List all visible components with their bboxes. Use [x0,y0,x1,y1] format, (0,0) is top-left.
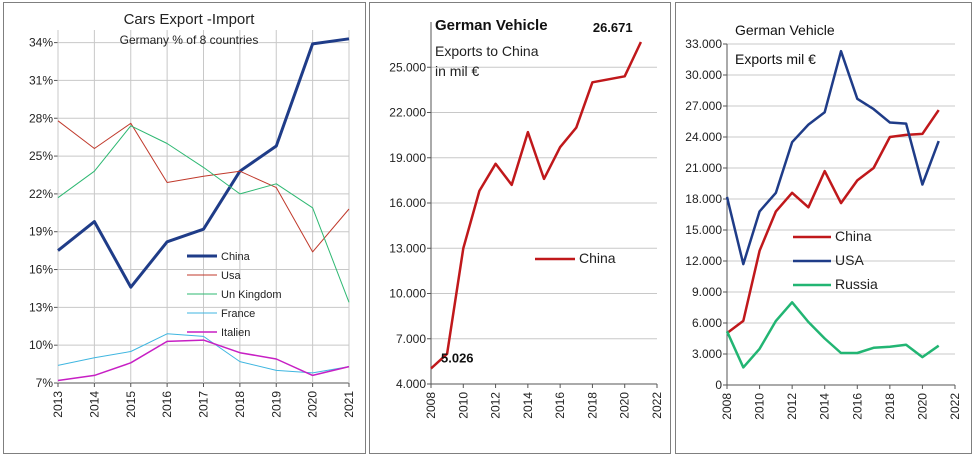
series-line-usa [57,120,350,253]
y-tick-label: 9.000 [692,285,722,299]
legend-label: France [221,308,255,320]
x-tick-label: 2020 [618,392,632,419]
y-tick-label: 16% [29,263,53,277]
chart-exports-china: 4.000 7.000 10.000 13.000 16.000 19.000 22.000… [369,2,671,454]
chart-title: Cars Export -Import [124,11,256,28]
legend-label: China [579,250,616,266]
y-tick-label: 34% [29,36,53,50]
y-tick-label: 25% [29,149,53,163]
x-tick-label: 2019 [269,391,283,418]
x-tick-label: 2020 [915,393,929,420]
y-tick-label: 3.000 [692,347,722,361]
y-tick-label: 0 [715,378,722,392]
y-tick-label: 15.000 [685,223,722,237]
series-line-china [430,41,643,370]
chart-title: German Vehicle [435,17,548,34]
chart-germany-share: 34% 31% 28% 25% 22% 19% 16% 13% 10% 7%2013 2014 201… [3,2,366,454]
x-tick-label: 2016 [553,392,567,419]
x-tick-label: 2018 [585,392,599,419]
y-tick-label: 27.000 [685,99,722,113]
y-tick-label: 4.000 [396,377,426,391]
legend-label: USA [835,252,864,268]
chart-subtitle-line: Exports to China [435,43,539,59]
series-line-un-kingdom [57,125,350,303]
chart-subtitle: Exports mil € [735,51,816,67]
legend-label: China [835,228,872,244]
series-line-italien [57,339,350,382]
x-tick-label: 2015 [124,391,138,418]
y-tick-label: 13.000 [389,241,426,255]
x-tick-label: 2012 [785,393,799,420]
legend-label: Usa [221,270,241,282]
legend-label: Russia [835,276,878,292]
y-tick-label: 19.000 [389,151,426,165]
y-tick-label: 31% [29,73,53,87]
legend-label: China [221,251,251,263]
y-tick-label: 25.000 [389,60,426,74]
y-tick-label: 22% [29,187,53,201]
y-tick-label: 24.000 [685,130,722,144]
data-label: 26.671 [593,20,633,35]
y-tick-label: 30.000 [685,68,722,82]
x-tick-label: 2014 [521,392,535,419]
y-tick-label: 7% [36,376,54,390]
y-tick-label: 21.000 [685,161,722,175]
chart-subtitle-line: in mil € [435,63,480,79]
y-tick-label: 12.000 [685,254,722,268]
series-line-russia [725,301,940,369]
y-tick-label: 10.000 [389,287,426,301]
x-tick-label: 2018 [233,391,247,418]
x-tick-label: 2010 [753,393,767,420]
x-tick-label: 2021 [342,391,356,418]
y-tick-label: 19% [29,225,53,239]
y-tick-label: 33.000 [685,37,722,51]
chart-subtitle: Germany % of 8 countries [120,33,259,47]
x-tick-label: 2012 [489,392,503,419]
x-tick-label: 2022 [650,392,664,419]
legend-label: Italien [221,327,250,339]
chart-frame [675,2,972,454]
legend-label: Un Kingdom [221,289,282,301]
y-tick-label: 22.000 [389,106,426,120]
y-tick-label: 16.000 [389,196,426,210]
y-tick-label: 7.000 [396,332,426,346]
series-line-china [726,109,940,335]
x-tick-label: 2016 [850,393,864,420]
x-tick-label: 2017 [197,391,211,418]
chart-frame [3,2,366,454]
y-tick-label: 28% [29,111,53,125]
series-line-france [57,333,350,374]
x-tick-label: 2014 [818,393,832,420]
x-tick-label: 2008 [424,392,438,419]
x-tick-label: 2016 [160,391,174,418]
data-label: 5.026 [441,351,474,366]
series-line-china [57,37,350,289]
chart-exports-countries: 33.000 30.000 27.000 24.000 21.000 18.000 15.0… [675,2,972,454]
y-tick-label: 10% [29,338,53,352]
chart-title: German Vehicle [735,22,835,38]
y-tick-label: 18.000 [685,192,722,206]
x-tick-label: 2014 [87,391,101,418]
y-tick-label: 6.000 [692,316,722,330]
y-tick-label: 13% [29,300,53,314]
x-tick-label: 2008 [720,393,734,420]
x-tick-label: 2013 [51,391,65,418]
x-tick-label: 2010 [456,392,470,419]
x-tick-label: 2018 [883,393,897,420]
series-line-usa [725,49,940,266]
x-tick-label: 2022 [948,393,962,420]
x-tick-label: 2020 [306,391,320,418]
